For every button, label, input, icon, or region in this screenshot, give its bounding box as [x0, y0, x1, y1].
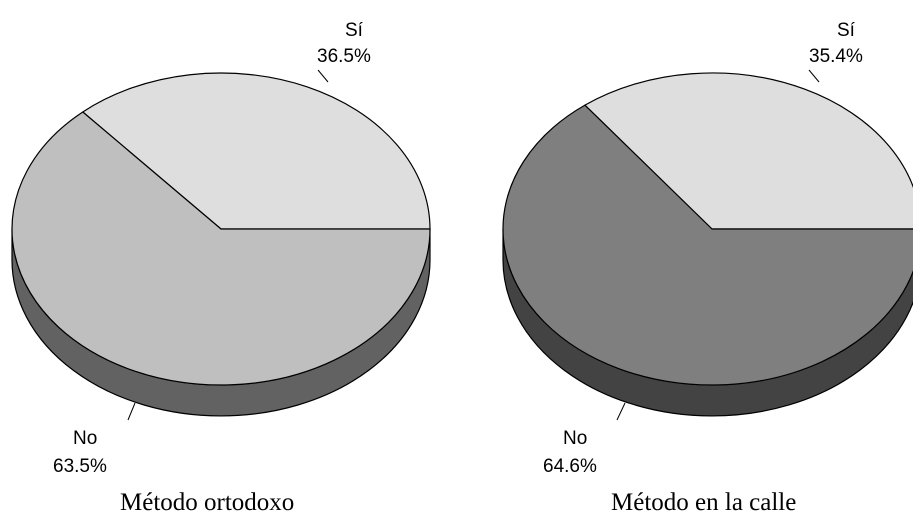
- pie-slice-si: [82, 72, 431, 230]
- slice-percent-no: 63.5%: [53, 456, 107, 477]
- leader-line-si: [317, 69, 329, 83]
- pie-leaders: [127, 69, 329, 421]
- slice-label-si: Sí: [345, 20, 364, 41]
- chart-title: Método en la calle: [611, 489, 796, 516]
- pie-slices: [11, 72, 431, 386]
- pie-leaders: [616, 69, 820, 421]
- slice-label-no: No: [73, 428, 97, 449]
- slice-percent-si: 36.5%: [317, 46, 371, 67]
- pie-slices: [502, 72, 913, 386]
- pie-slice-no: [502, 104, 913, 386]
- slice-percent-no: 64.6%: [543, 456, 597, 477]
- leader-line-no: [127, 402, 136, 421]
- pie-slice-si: [584, 72, 913, 230]
- slice-label-si: Sí: [837, 20, 856, 41]
- leader-line-si: [808, 69, 820, 83]
- pie-chart-ortodoxo: Sí 36.5% No 63.5% Método ortodoxo: [11, 20, 431, 516]
- pie-chart-calle: Sí 35.4% No 64.6% Método en la calle: [502, 20, 913, 516]
- pie-slice-no: [11, 111, 431, 386]
- chart-title: Método ortodoxo: [120, 489, 294, 516]
- slice-percent-si: 35.4%: [809, 46, 863, 67]
- slice-label-no: No: [563, 428, 587, 449]
- leader-line-no: [616, 402, 626, 421]
